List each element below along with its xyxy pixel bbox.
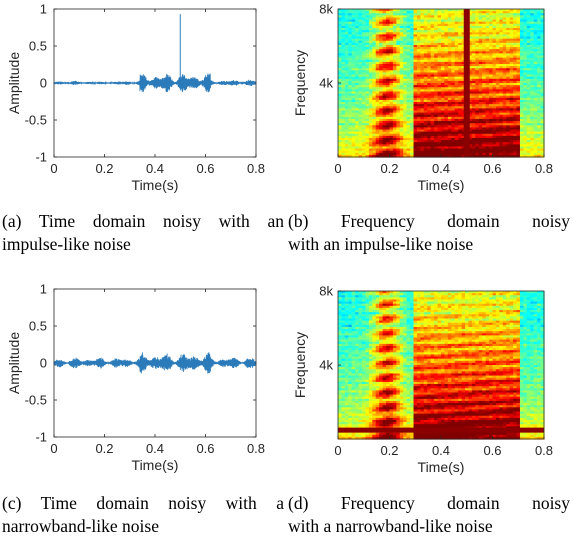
spectrogram-cells	[338, 291, 545, 440]
y-tick-label: 4k	[319, 76, 333, 91]
y-tick-label: 1	[40, 282, 47, 297]
y-tick-label: -0.5	[25, 393, 47, 408]
caption-b-line1: (b) Frequency domain noisy	[288, 210, 570, 233]
caption-a: (a) Time domain noisy with an impulse-li…	[2, 210, 284, 256]
caption-a-line1: (a) Time domain noisy with an	[2, 210, 284, 233]
impulse-noise-band	[464, 9, 470, 157]
x-tick-label: 0.8	[247, 441, 265, 456]
spectrogram-cells	[338, 9, 545, 158]
y-tick-label: 0	[40, 356, 47, 371]
caption-c: (c) Time domain noisy with a narrowband-…	[2, 492, 284, 538]
x-axis-label: Time(s)	[418, 177, 465, 193]
chart-b: 0 0.2 0.4 0.6 0.8 8k 4k Time(s) Frequency	[286, 0, 572, 205]
caption-b: (b) Frequency domain noisy with an impul…	[288, 210, 570, 256]
x-tick-label: 0	[50, 161, 57, 176]
x-tick-label: 0	[334, 161, 341, 176]
y-tick-label: -1	[35, 430, 47, 445]
x-tick-label: 0.6	[483, 161, 501, 176]
y-tick-label: -0.5	[25, 113, 47, 128]
x-tick-label: 0.8	[535, 161, 553, 176]
caption-c-line2: narrowband-like noise	[2, 515, 284, 538]
y-axis-label: Frequency	[292, 50, 308, 116]
x-tick-label: 0.2	[95, 161, 113, 176]
y-tick-label: 0	[40, 76, 47, 91]
x-tick-label: 0.4	[146, 161, 164, 176]
x-tick-label: 0.4	[146, 441, 164, 456]
waveform-series	[54, 73, 256, 92]
x-tick-label: 0.6	[196, 161, 214, 176]
caption-a-line2: impulse-like noise	[2, 233, 284, 256]
x-axis-label: Time(s)	[132, 177, 179, 193]
x-tick-label: 0.2	[95, 441, 113, 456]
waveform-series	[54, 352, 256, 373]
y-tick-label: 1	[40, 2, 47, 17]
panel-b: 0 0.2 0.4 0.6 0.8 8k 4k Time(s) Frequency (b) Fr…	[286, 0, 572, 260]
caption-b-line2: with an impulse-like noise	[288, 233, 570, 256]
x-tick-label: 0.4	[432, 161, 450, 176]
x-tick-label: 0.2	[380, 161, 398, 176]
x-tick-label: 0.8	[247, 161, 265, 176]
caption-c-line1: (c) Time domain noisy with a	[2, 492, 284, 515]
x-tick-label: 0.6	[196, 441, 214, 456]
x-tick-label: 0	[50, 441, 57, 456]
y-tick-label: 8k	[319, 2, 333, 17]
y-axis-label: Amplitude	[6, 332, 22, 394]
y-tick-label: 0.5	[29, 319, 47, 334]
y-tick-label: -1	[35, 150, 47, 165]
y-tick-label: 0.5	[29, 39, 47, 54]
x-axis-label: Time(s)	[132, 457, 179, 473]
y-axis-label: Amplitude	[6, 52, 22, 114]
